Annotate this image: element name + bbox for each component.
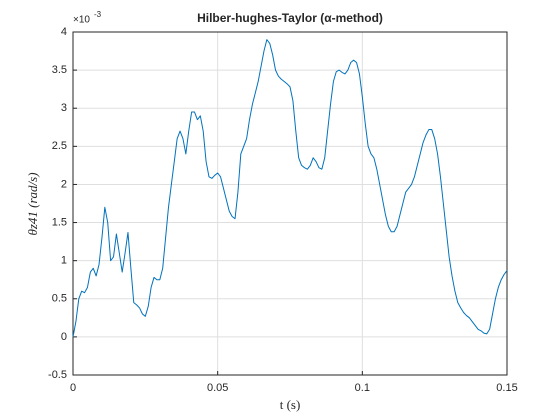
y-tick-label: 1.5 <box>52 216 67 228</box>
y-tick-label: 2 <box>61 178 67 190</box>
y-tick-label: 2.5 <box>52 140 67 152</box>
y-tick-label: 3.5 <box>52 64 67 76</box>
y-tick-label: 3 <box>61 102 67 114</box>
x-tick-label: 0.15 <box>496 382 517 394</box>
chart-title: Hilber-hughes-Taylor (α-method) <box>197 11 383 25</box>
y-multiplier: ×10 <box>73 15 90 26</box>
x-tick-label: 0 <box>70 382 76 394</box>
y-tick-label: -0.5 <box>48 369 67 381</box>
y-tick-label: 4 <box>61 26 67 38</box>
y-multiplier-exponent: -3 <box>94 10 102 19</box>
y-tick-label: 1 <box>61 255 67 267</box>
data-line <box>72 39 508 337</box>
x-axis-label: t (s) <box>280 397 301 412</box>
axes-box <box>72 31 508 376</box>
y-tick-label: 0 <box>61 331 67 343</box>
y-axis-label: θz41 (rad/s) <box>25 172 40 235</box>
x-tick-label: 0.1 <box>355 382 370 394</box>
y-tick-label: 0.5 <box>52 293 67 305</box>
x-tick-label: 0.05 <box>207 382 228 394</box>
